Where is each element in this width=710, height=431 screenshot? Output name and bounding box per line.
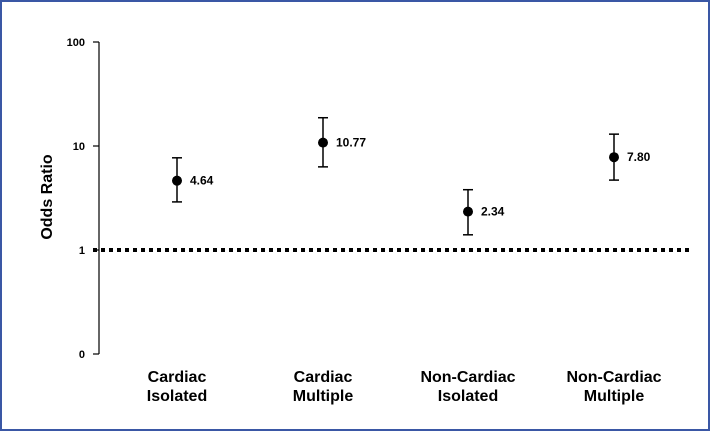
y-tick-label-1: 1: [79, 245, 85, 257]
point-1: [318, 137, 328, 148]
point-label-3: 7.80: [627, 150, 651, 164]
point-0: [172, 175, 182, 186]
y-tick-label-3: 100: [67, 37, 85, 49]
y-tick-label-0: 0: [79, 349, 85, 361]
point-3: [609, 152, 619, 163]
category-label-1: Cardiac Multiple: [293, 369, 354, 405]
point-label-0: 4.64: [190, 174, 214, 188]
point-2: [463, 206, 473, 217]
category-label-0: Cardiac Isolated: [147, 369, 207, 405]
category-label-3: Non-Cardiac Multiple: [566, 369, 661, 405]
y-tick-label-2: 10: [73, 141, 85, 153]
y-axis-label: Odds Ratio: [39, 154, 56, 240]
point-label-1: 10.77: [336, 136, 366, 150]
point-label-2: 2.34: [481, 205, 505, 219]
category-label-2: Non-Cardiac Isolated: [420, 369, 515, 405]
